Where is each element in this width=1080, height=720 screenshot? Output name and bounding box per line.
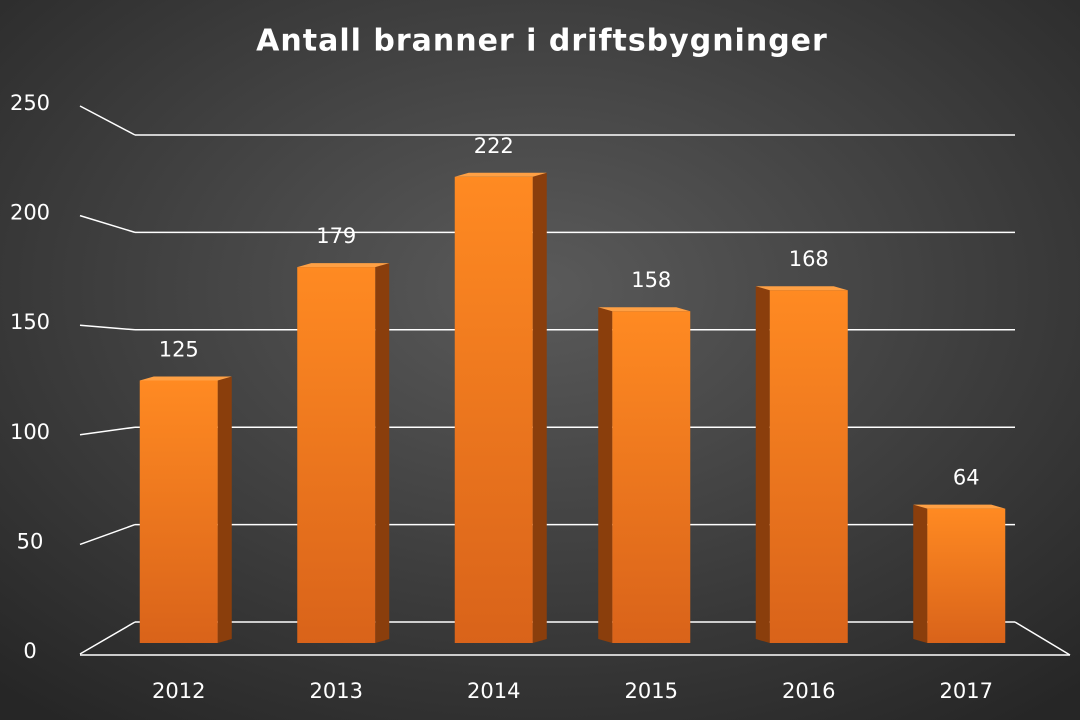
bar xyxy=(612,311,691,643)
bar-side xyxy=(913,504,928,643)
grid-line xyxy=(79,214,136,234)
value-label: 168 xyxy=(789,247,829,271)
y-tick-label: 50 xyxy=(17,529,44,553)
bar xyxy=(769,290,848,643)
bar-top xyxy=(297,263,390,268)
x-tick-label: 2016 xyxy=(782,679,835,703)
x-tick-label: 2013 xyxy=(310,679,363,703)
bar-side xyxy=(598,307,613,643)
value-label: 158 xyxy=(631,268,671,292)
grid-line xyxy=(79,426,136,436)
x-tick-label: 2015 xyxy=(625,679,678,703)
bar-top xyxy=(598,307,691,312)
bar-side xyxy=(532,172,547,644)
grid-line xyxy=(79,621,136,655)
x-tick-label: 2012 xyxy=(152,679,205,703)
bar-top xyxy=(454,172,547,177)
bar-top xyxy=(755,286,848,291)
floor-edge xyxy=(1014,621,1071,656)
chart-title: Antall branner i driftsbygninger xyxy=(256,24,828,59)
x-tick-label: 2017 xyxy=(940,679,993,703)
bar-side xyxy=(755,286,770,643)
y-tick-label: 150 xyxy=(10,310,50,334)
y-tick-label: 200 xyxy=(10,201,50,225)
bar xyxy=(139,380,218,643)
y-tick-label: 100 xyxy=(10,420,50,444)
bar xyxy=(927,508,1006,643)
value-label: 222 xyxy=(474,134,514,158)
y-tick-label: 250 xyxy=(10,91,50,115)
value-label: 125 xyxy=(159,338,199,362)
value-label: 179 xyxy=(316,224,356,248)
y-tick-label: 0 xyxy=(23,639,36,663)
bar-side xyxy=(375,263,390,643)
grid-line xyxy=(79,324,136,331)
value-label: 64 xyxy=(953,466,980,490)
bar-top xyxy=(913,504,1006,509)
bar xyxy=(297,267,376,643)
bar xyxy=(454,176,533,644)
bar-side xyxy=(217,376,232,643)
x-tick-label: 2014 xyxy=(467,679,520,703)
bar-top xyxy=(139,376,232,381)
grid-line xyxy=(79,105,136,136)
grid-line xyxy=(79,523,136,546)
